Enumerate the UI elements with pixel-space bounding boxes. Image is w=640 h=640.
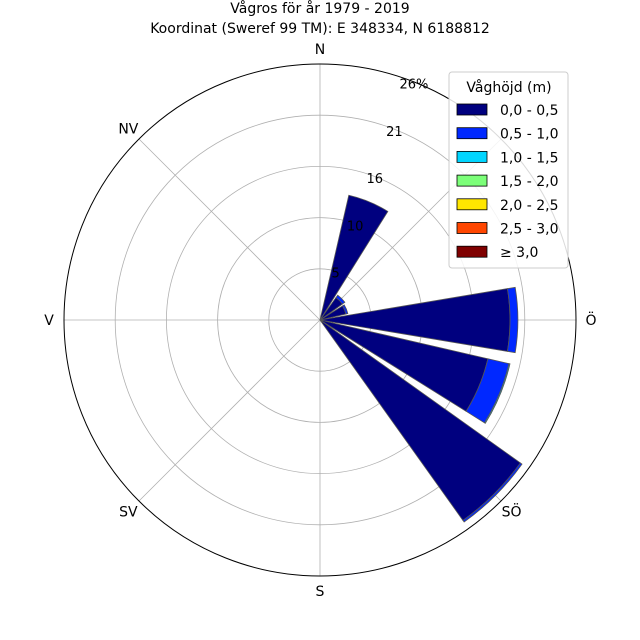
polar-frame bbox=[63, 63, 577, 577]
wave-bars bbox=[319, 194, 523, 523]
wave-bar-segment bbox=[341, 304, 349, 315]
direction-label: NV bbox=[118, 121, 138, 137]
wave-bar-segment bbox=[506, 286, 519, 354]
wave-bar-segment bbox=[462, 462, 523, 523]
radial-tick-label: 21 bbox=[386, 125, 403, 140]
wave-bar-segment bbox=[319, 194, 389, 321]
direction-label: V bbox=[44, 313, 54, 329]
grid-spoke bbox=[138, 319, 321, 502]
legend-swatch bbox=[456, 127, 488, 140]
radial-tick-label: 5 bbox=[331, 267, 339, 282]
legend: Våghöjd (m) 0,0 - 0,5 0,5 - 1,0 1,0 - 1,5 1… bbox=[448, 71, 569, 269]
radial-tick-label: 16 bbox=[367, 172, 384, 187]
direction-label: SÖ bbox=[502, 503, 522, 521]
direction-label: SV bbox=[119, 505, 138, 521]
legend-label: 1,5 - 2,0 bbox=[500, 174, 558, 190]
radial-tick-label: 10 bbox=[347, 219, 364, 234]
direction-label: S bbox=[316, 584, 325, 600]
legend-swatch bbox=[456, 198, 488, 211]
chart-subtitle: Koordinat (Sweref 99 TM): E 348334, N 61… bbox=[150, 21, 490, 37]
wave-bar-segment bbox=[335, 294, 346, 305]
legend-swatch bbox=[456, 103, 488, 116]
legend-swatch bbox=[456, 222, 488, 234]
radial-ticks: 5 10 16 21 26% bbox=[331, 77, 428, 281]
legend-swatch bbox=[456, 245, 488, 258]
grid-spoke bbox=[138, 138, 321, 321]
legend-frame bbox=[448, 71, 569, 269]
legend-swatch bbox=[456, 174, 488, 187]
legend-title: Våghöjd (m) bbox=[466, 79, 551, 96]
legend-label: 0,5 - 1,0 bbox=[500, 127, 558, 143]
polar-grid bbox=[64, 64, 576, 576]
chart-title: Vågros för år 1979 - 2019 bbox=[230, 0, 409, 17]
legend-label: ≥ 3,0 bbox=[500, 245, 538, 261]
direction-label: N bbox=[315, 42, 325, 58]
legend-label: 1,0 - 1,5 bbox=[500, 150, 558, 166]
direction-label: Ö bbox=[585, 311, 596, 329]
legend-label: 2,0 - 2,5 bbox=[500, 198, 558, 214]
wave-bar-segment bbox=[483, 363, 511, 424]
legend-label: 2,5 - 3,0 bbox=[500, 222, 558, 238]
legend-swatch bbox=[456, 150, 488, 163]
legend-label: 0,0 - 0,5 bbox=[500, 103, 558, 119]
radial-tick-label: 26% bbox=[400, 77, 429, 92]
direction-labels: N NV V SV S SÖ Ö bbox=[44, 42, 596, 600]
